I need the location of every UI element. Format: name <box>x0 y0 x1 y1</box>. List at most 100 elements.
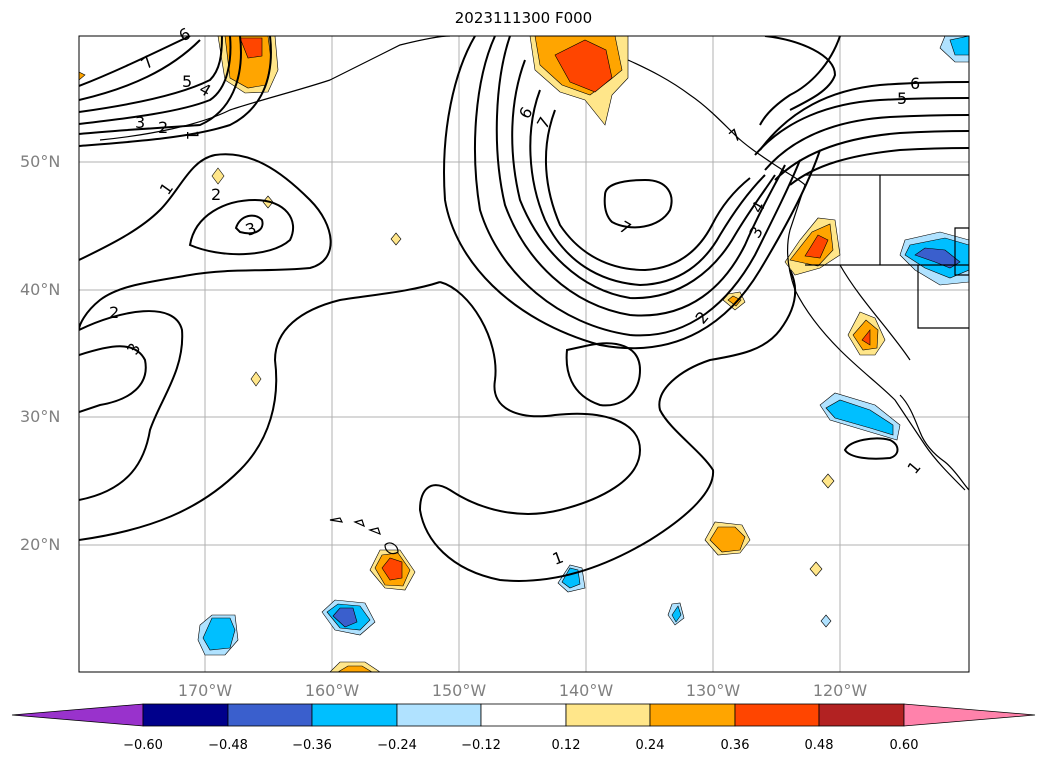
contour-line <box>79 36 242 135</box>
contour-line <box>789 147 969 186</box>
colorbar-segment <box>227 703 313 727</box>
anomaly-patch <box>211 167 225 185</box>
contour-line <box>79 36 191 87</box>
lon-label: 160°W <box>304 681 360 700</box>
anomaly-patch <box>239 37 263 59</box>
colorbar-tick-label: −0.60 <box>123 738 163 753</box>
contour-label: 1 <box>183 130 202 140</box>
map-title: 2023111300 F000 <box>454 9 593 27</box>
contour-lines <box>79 36 969 582</box>
anomaly-patch <box>671 605 682 623</box>
anomaly-patch <box>825 399 894 436</box>
contour-label: 2 <box>109 303 119 322</box>
coastline <box>99 36 451 141</box>
gridlines <box>79 36 969 672</box>
anomaly-patch <box>79 71 86 81</box>
contour-label: 1 <box>550 547 566 568</box>
coastline <box>627 59 806 186</box>
colorbar-extend-right <box>903 703 1036 727</box>
anomaly-patch <box>820 614 832 628</box>
lon-label: 130°W <box>685 681 741 700</box>
colorbar-segment <box>734 703 820 727</box>
anomaly-patch <box>804 234 829 259</box>
colorbar-tick-label: 0.12 <box>551 738 581 753</box>
lon-label: 140°W <box>558 681 614 700</box>
lat-label: 50°N <box>20 152 61 171</box>
lat-label: 40°N <box>20 280 61 299</box>
coastline <box>839 264 911 361</box>
anomaly-patch <box>914 247 961 269</box>
contour-line <box>79 36 272 147</box>
contour-line <box>474 36 801 337</box>
contour-label-group: 6 7 5 4 3 2 1 1 2 3 2 3 6 7 7 6 5 4 3 2 … <box>109 24 925 569</box>
colorbar-tick-label: 0.48 <box>804 738 834 753</box>
anomaly-patch <box>852 319 879 351</box>
colorbar-segment <box>480 703 567 727</box>
anomaly-patch <box>821 473 835 489</box>
anomaly-patch <box>250 371 262 387</box>
lat-label: 30°N <box>20 407 61 426</box>
contour-line <box>79 345 147 413</box>
contour-label: 7 <box>725 125 745 146</box>
anomaly-patch <box>390 232 402 246</box>
colorbar-segment <box>311 703 398 727</box>
contour-line <box>754 97 969 156</box>
contour-label: 2 <box>211 185 221 204</box>
contour-line <box>443 36 821 350</box>
contour-label: 5 <box>897 89 907 108</box>
anomaly-patch <box>861 329 871 346</box>
contour-line <box>495 36 786 317</box>
anomaly-patch <box>381 557 403 581</box>
contour-line <box>764 36 837 111</box>
anomaly-patch <box>554 39 613 93</box>
colorbar-tick-label: 0.24 <box>635 738 665 753</box>
colorbar-segment <box>396 703 482 727</box>
contour-label: 4 <box>196 79 214 101</box>
coastline <box>786 184 966 491</box>
colorbar-tick-label: −0.36 <box>292 738 332 753</box>
lon-label: 170°W <box>177 681 233 700</box>
contour-line <box>234 214 264 235</box>
colorbar-tick-label: −0.24 <box>377 738 417 753</box>
contour-line <box>79 281 441 541</box>
contour-label: 5 <box>182 72 192 91</box>
contour-label: 1 <box>156 179 177 198</box>
colorbar-tick-label: −0.12 <box>461 738 501 753</box>
contour-line <box>603 178 673 229</box>
island <box>329 517 344 523</box>
anomaly-patch <box>809 561 823 577</box>
contour-label: 3 <box>243 218 259 239</box>
plot-border <box>78 35 970 673</box>
contour-label: 3 <box>135 113 145 132</box>
contour-line <box>79 39 201 101</box>
coastline <box>899 394 969 491</box>
anomaly-patch <box>709 526 746 553</box>
anomaly-patch <box>337 665 373 672</box>
colorbar <box>11 703 1036 727</box>
contour-line <box>544 109 751 272</box>
colorbar-segment <box>649 703 736 727</box>
colorbar-segment <box>142 703 229 727</box>
contour-line <box>529 89 766 287</box>
contour-label: 7 <box>137 52 157 73</box>
filled-anomalies <box>79 36 969 672</box>
lon-label: 150°W <box>431 681 487 700</box>
colorbar-extend-left <box>11 703 144 727</box>
contour-line <box>774 130 969 181</box>
contour-line <box>79 36 232 125</box>
contour-line <box>759 36 841 126</box>
island <box>384 542 399 555</box>
anomaly-patch <box>332 607 358 628</box>
contour-line <box>188 198 295 256</box>
contour-label: 1 <box>904 458 925 478</box>
anomaly-patch <box>202 617 236 651</box>
contour-line <box>418 269 797 582</box>
contour-label: 7 <box>533 114 555 132</box>
coastline <box>954 227 969 276</box>
anomaly-patch <box>949 36 969 56</box>
contour-line <box>764 114 969 171</box>
contour-line <box>759 81 969 151</box>
contour-line <box>79 310 184 501</box>
lat-label: 20°N <box>20 535 61 554</box>
